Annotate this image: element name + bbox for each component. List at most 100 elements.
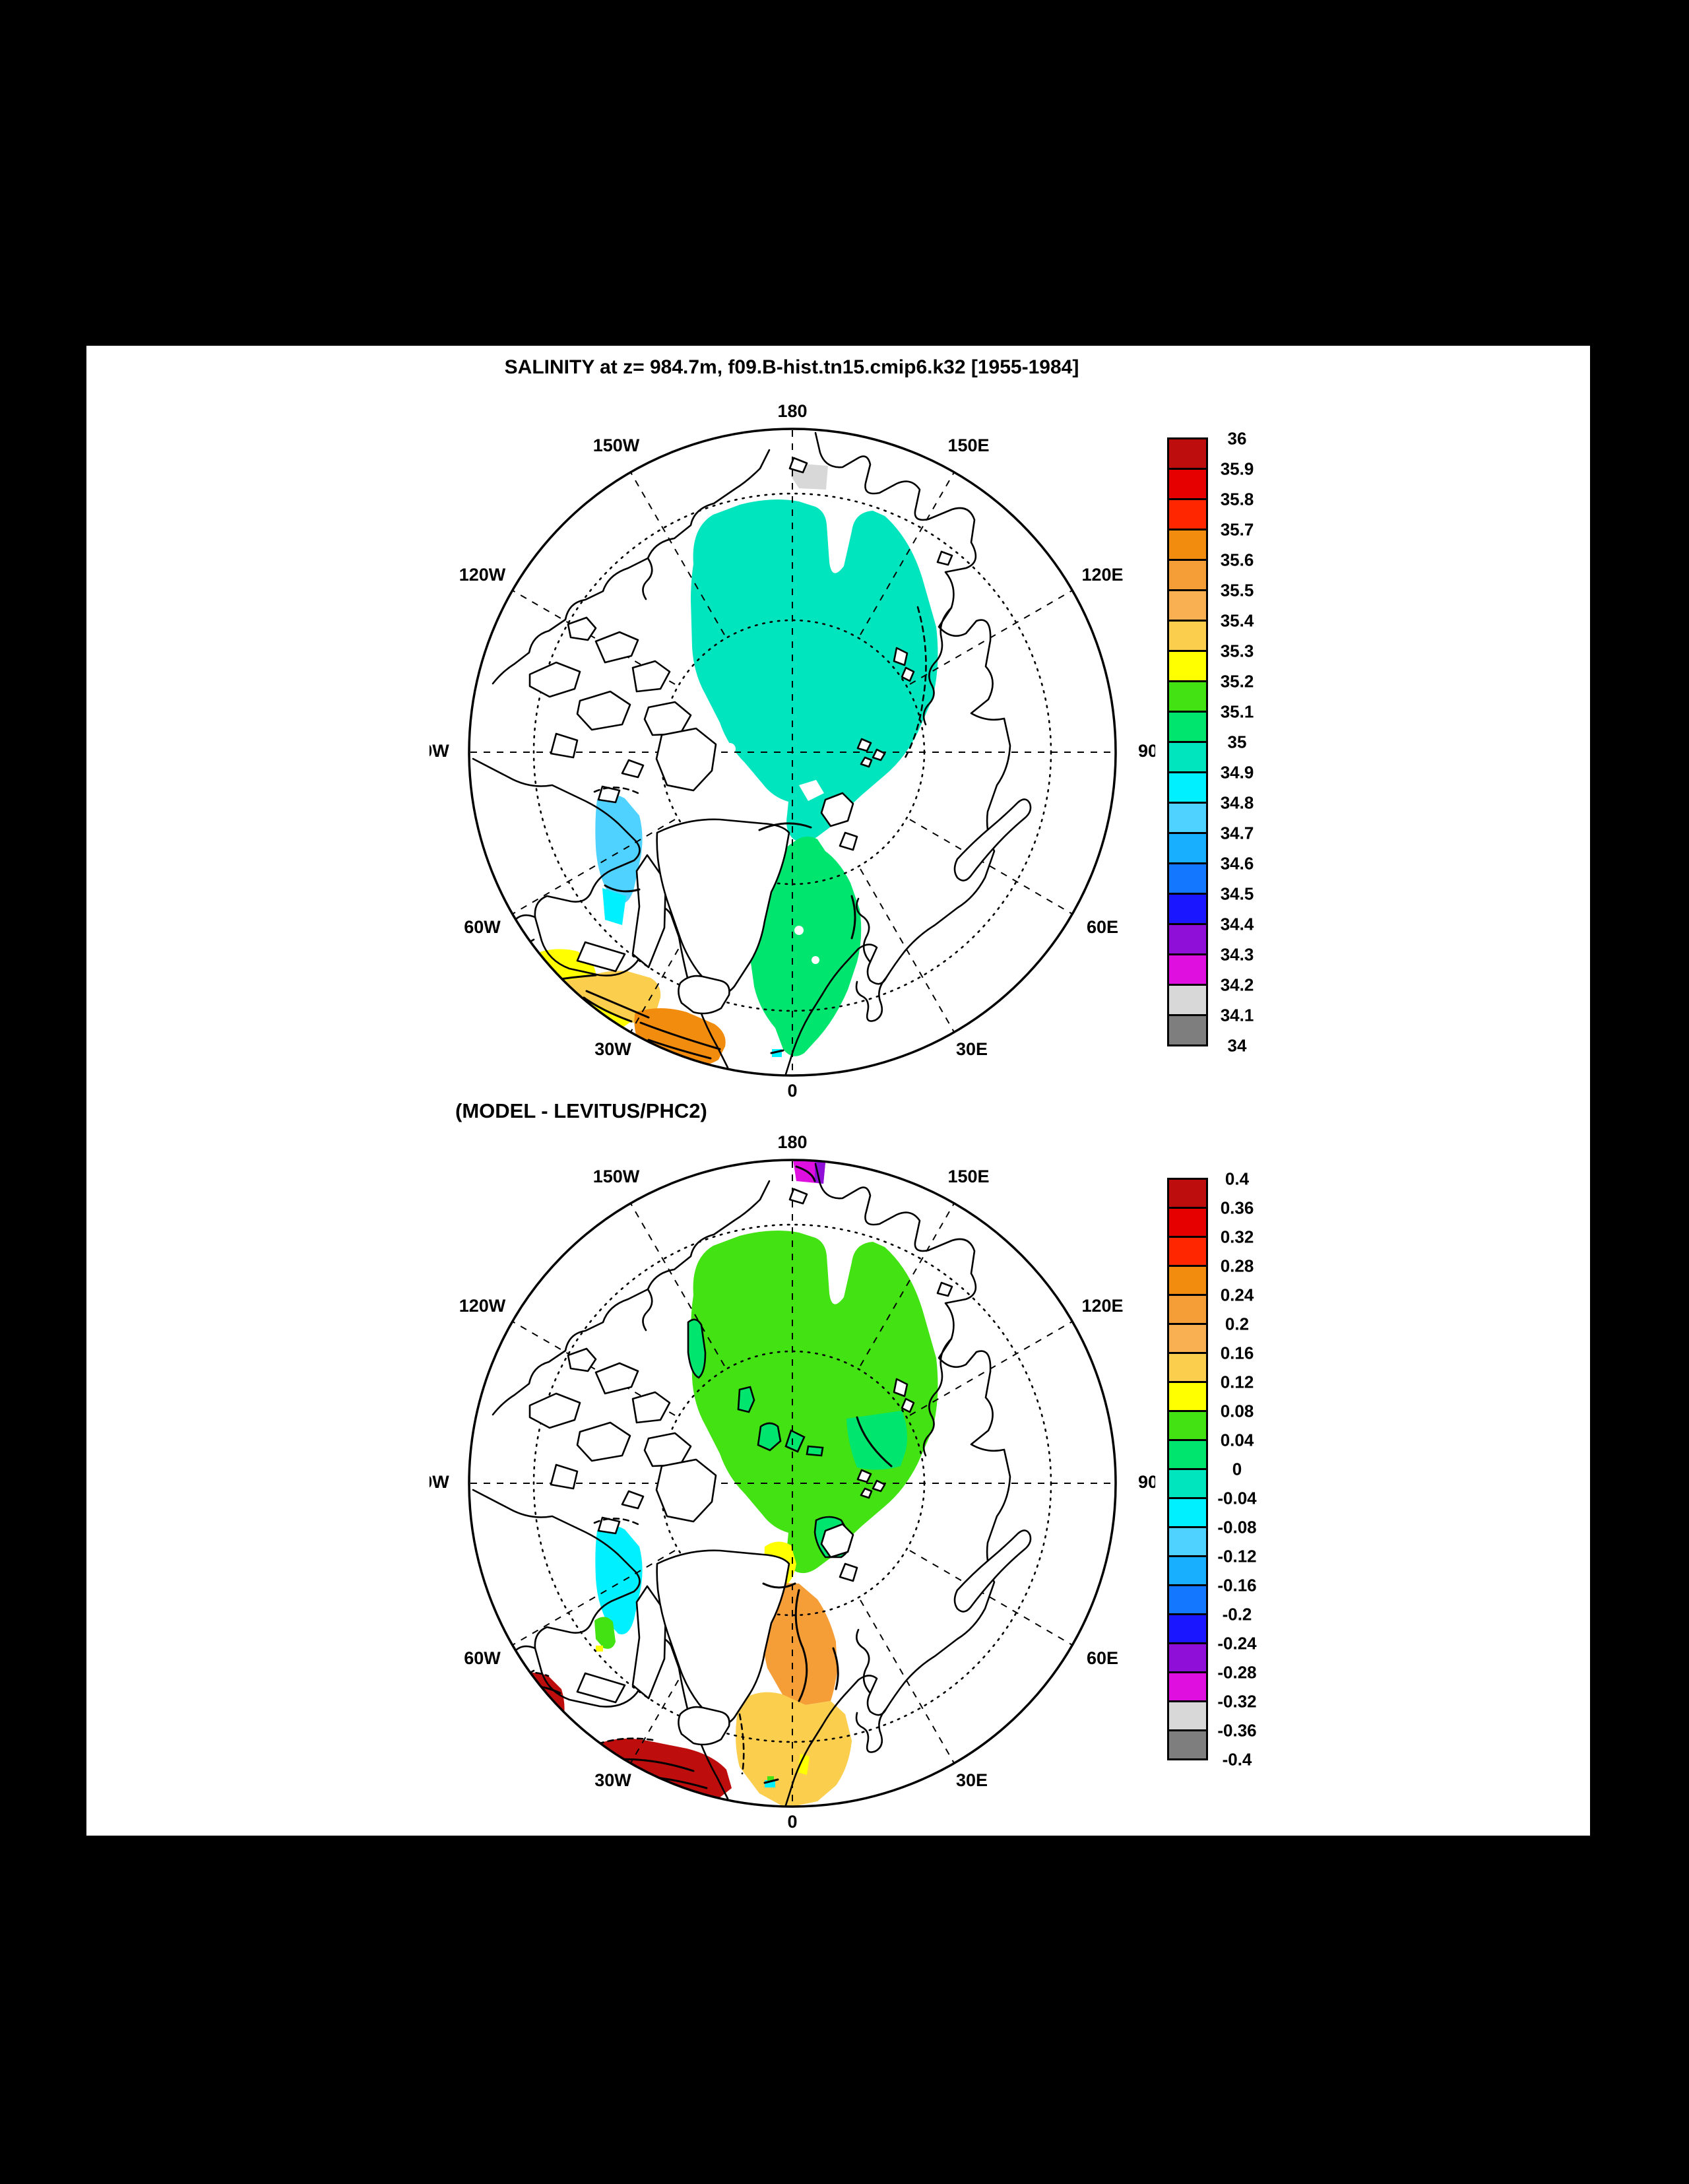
map1-boundary-circle [468, 428, 1117, 1077]
colorbar-tick-label: 34 [1227, 1035, 1247, 1056]
map2-clipped-content [469, 1160, 1116, 1807]
colorbar-tick-label: -0.28 [1217, 1662, 1257, 1683]
colorbar-tick-label: 0 [1232, 1459, 1242, 1479]
difference-map: 180 150W 150E 120W 120E 90W 90E 60W 60E 30W 30E 0 [430, 1132, 1155, 1832]
colorbar-tick-label: 35.7 [1220, 519, 1254, 540]
colorbar-swatch [1167, 1236, 1208, 1267]
colorbar-tick-label: 35.2 [1220, 671, 1254, 691]
colorbar-swatch [1167, 953, 1208, 986]
colorbar-swatch [1167, 1439, 1208, 1470]
colorbar-tick-label: 35.9 [1220, 459, 1254, 479]
meridian-label-180: 180 [777, 1132, 807, 1152]
pocket-springgreen-5 [806, 1445, 824, 1457]
difference-colorbar-swatches [1167, 1178, 1208, 1785]
colorbar-tick-label: 0.08 [1220, 1401, 1254, 1421]
colorbar-swatch [1167, 832, 1208, 864]
bottom-plot-title: (MODEL - LEVITUS/PHC2) [455, 1099, 707, 1122]
meridian-label-120E: 120E [1081, 1296, 1123, 1316]
pocket-springgreen-1 [687, 1318, 707, 1379]
colorbar-swatch [1167, 1410, 1208, 1441]
meridian-label-30W: 30W [594, 1770, 631, 1790]
region-central-arctic-lime [691, 1230, 938, 1574]
region-foxe-basin-cyan [595, 1526, 643, 1635]
meridian-label-150E: 150E [947, 1167, 989, 1186]
region-foxe-basin-lightblue [595, 794, 643, 904]
colorbar-swatch [1167, 529, 1208, 561]
colorbar-tick-label: 0.36 [1220, 1198, 1254, 1218]
colorbar-tick-label: -0.4 [1222, 1749, 1252, 1770]
hudsonstrait-yellow-dot [596, 1646, 603, 1652]
region-greenland-sea-orange [761, 1582, 837, 1705]
colorbar-tick-label: 35 [1227, 732, 1247, 752]
colorbar-tick-label: 0.04 [1220, 1430, 1254, 1450]
region-labrador-darkred [505, 1672, 565, 1745]
bottom-cyan-speck [765, 1780, 775, 1787]
pocket-springgreen-4 [784, 1429, 806, 1453]
pocket-springgreen-2 [737, 1386, 755, 1413]
colorbar-swatch [1167, 1014, 1208, 1046]
pocket-springgreen-3 [757, 1422, 782, 1452]
colorbar-tick-label: 34.9 [1220, 762, 1254, 783]
colorbar-tick-label: 0.28 [1220, 1256, 1254, 1276]
region-nordic-seas-green [749, 836, 862, 1056]
meridian-label-60E: 60E [1087, 917, 1118, 937]
colorbar-tick-label: 35.4 [1220, 610, 1254, 631]
colorbar-tick-label: 0.32 [1220, 1227, 1254, 1247]
colorbar-swatch [1167, 1497, 1208, 1528]
colorbar-swatch [1167, 559, 1208, 591]
meridian-label-30E: 30E [956, 1770, 988, 1790]
region-foxe-basin-cyan-tip [602, 888, 626, 925]
map1-clipped-content [469, 429, 1116, 1076]
top-plot-title: SALINITY at z= 984.7m, f09.B-hist.tn15.c… [504, 356, 1079, 378]
meridian-label-120W: 120W [459, 565, 506, 585]
meridian-label-60W: 60W [464, 1648, 501, 1668]
meridian-label-30W: 30W [594, 1039, 631, 1059]
colorbar-tick-label: 34.4 [1220, 914, 1254, 934]
meridian-label-0: 0 [787, 1081, 797, 1101]
colorbar-swatch [1167, 1178, 1208, 1209]
meridian-label-0: 0 [787, 1812, 797, 1832]
colorbar-tick-label: 34.5 [1220, 883, 1254, 904]
colorbar-tick-label: 34.6 [1220, 853, 1254, 874]
meridian-label-120E: 120E [1081, 565, 1123, 585]
colorbar-swatch [1167, 620, 1208, 652]
colorbar-tick-label: 35.5 [1220, 580, 1254, 600]
colorbar-swatch [1167, 468, 1208, 500]
colorbar-tick-label: 36 [1227, 428, 1247, 449]
meridian-label-30E: 30E [956, 1039, 988, 1059]
colorbar-tick-label: 0.2 [1225, 1314, 1250, 1334]
colorbar-swatch [1167, 1729, 1208, 1760]
region-edge-180-violet [815, 1161, 825, 1184]
colorbar-tick-label: -0.24 [1217, 1633, 1257, 1654]
colorbar-tick-label: -0.04 [1217, 1488, 1257, 1508]
colorbar-tick-label: 34.7 [1220, 823, 1254, 843]
meridian-label-60E: 60E [1087, 1648, 1118, 1668]
meridian-label-90E: 90E [1138, 1472, 1155, 1492]
colorbar-tick-label: 0.16 [1220, 1343, 1254, 1363]
colorbar-tick-label: 0.4 [1225, 1169, 1250, 1189]
meridian-label-150W: 150W [593, 435, 640, 455]
colorbar-swatch [1167, 1294, 1208, 1325]
meridian-label-180: 180 [777, 401, 807, 421]
colorbar-tick-label: 34.1 [1220, 1005, 1254, 1025]
colorbar-swatch [1167, 1671, 1208, 1702]
colorbar-tick-label: -0.36 [1217, 1720, 1257, 1741]
salinity-map: 180 150W 150E 120W 120E 90W 90E 60W 60E 30W 30E 0 [430, 401, 1155, 1101]
meridian-label-60W: 60W [464, 917, 501, 937]
colorbar-swatch [1167, 923, 1208, 955]
bottom-yellow-sliver [798, 1754, 810, 1775]
colorbar-tick-label: 35.3 [1220, 641, 1254, 661]
region-hudsonstrait-green [594, 1617, 616, 1649]
teal-hole [724, 743, 736, 755]
colorbar-tick-label: -0.08 [1217, 1517, 1257, 1537]
colorbar-tick-label: 35.8 [1220, 489, 1254, 509]
colorbar-swatch [1167, 1207, 1208, 1238]
region-norwegian-sea-yelloworange [736, 1692, 852, 1807]
salinity-colorbar-swatches [1167, 437, 1208, 1071]
meridian-label-150W: 150W [593, 1167, 640, 1186]
salinity-colorbar: 36 35.9 35.8 35.7 35.6 35.5 35.4 35.3 35.2 35.1 35… [1167, 429, 1299, 1071]
region-siberian-springgreen [846, 1411, 907, 1470]
colorbar-tick-label: -0.12 [1217, 1546, 1257, 1566]
meridian-label-90E: 90E [1138, 741, 1155, 761]
